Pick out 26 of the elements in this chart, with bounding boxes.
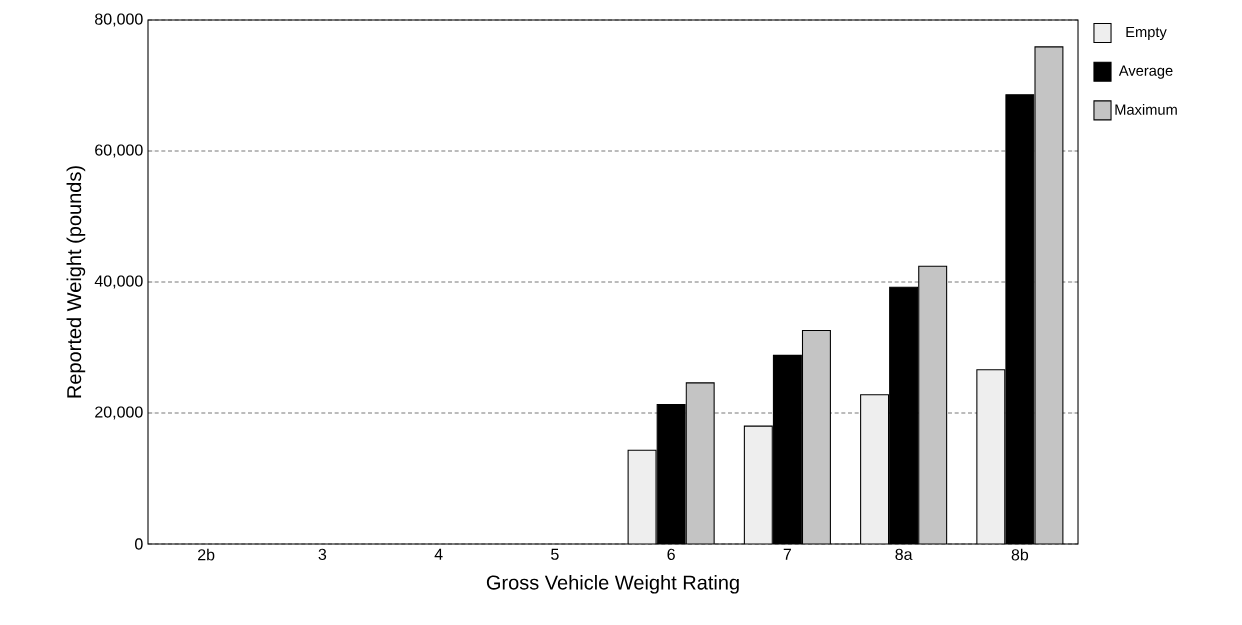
y-axis-title: Reported Weight (pounds) xyxy=(66,166,86,398)
bar xyxy=(801,329,831,544)
x-tick-label: 5 xyxy=(551,548,559,560)
x-axis-title: Gross Vehicle Weight Rating xyxy=(486,574,739,594)
y-tick-label: 80,000 xyxy=(95,13,143,27)
bar xyxy=(743,425,773,544)
bar xyxy=(976,369,1006,544)
bar xyxy=(1034,46,1064,544)
x-tick-label: 8a xyxy=(895,548,913,561)
x-tick-label: 8b xyxy=(1011,548,1029,561)
x-tick-label: 7 xyxy=(783,548,792,560)
x-tick-label: 2b xyxy=(198,548,215,561)
y-tick-label: 60,000 xyxy=(95,144,143,158)
y-tick-label: 20,000 xyxy=(95,406,143,420)
bar xyxy=(860,394,890,544)
bar xyxy=(627,449,657,544)
x-tick-label: 3 xyxy=(318,548,327,561)
legend-label: Average xyxy=(1118,65,1173,79)
legend-label: Maximum xyxy=(1115,104,1177,115)
bar xyxy=(685,382,715,544)
legend-label: Empty xyxy=(1126,26,1167,41)
y-tick-label: 0 xyxy=(135,538,143,550)
x-tick-label: 6 xyxy=(667,548,675,561)
bar xyxy=(918,265,948,544)
y-tick-label: 40,000 xyxy=(94,275,143,289)
x-tick-label: 4 xyxy=(434,548,443,560)
